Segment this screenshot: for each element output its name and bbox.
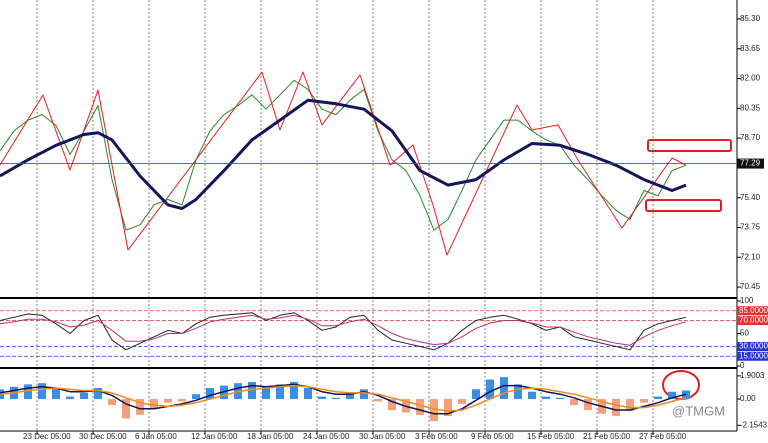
- histogram-bar: [458, 399, 466, 404]
- x-tick-label: 3 Feb 05:00: [415, 432, 458, 441]
- histogram-bar: [388, 399, 396, 411]
- level-label-bg: [737, 351, 768, 361]
- y-tick-label: 0.00: [740, 394, 756, 403]
- y-tick-label: 75.40: [740, 193, 761, 202]
- histogram-bar: [570, 399, 578, 406]
- histogram-bar: [668, 391, 676, 400]
- level-label: 70.0000: [739, 316, 768, 325]
- histogram-bar: [122, 399, 130, 419]
- histogram-bar: [262, 386, 270, 400]
- histogram-bar: [136, 399, 144, 415]
- histogram-bar: [108, 399, 116, 406]
- histogram-bar: [584, 399, 592, 411]
- histogram-bar: [626, 399, 634, 412]
- histogram-bar: [290, 381, 298, 400]
- histogram-bar: [304, 388, 312, 400]
- series-line: [0, 384, 687, 412]
- histogram-bar: [542, 396, 550, 400]
- y-tick-label: 100: [740, 296, 754, 305]
- x-tick-label: 12 Jan 05:00: [191, 432, 238, 441]
- histogram-bar: [612, 399, 620, 417]
- y-tick-label: 83.65: [740, 44, 761, 53]
- histogram-bar: [444, 399, 452, 417]
- level-label-bg: [737, 342, 768, 351]
- x-tick-label: 27 Feb 05:00: [639, 432, 687, 441]
- y-tick-label: 82.00: [740, 74, 761, 83]
- highlight-box: [647, 139, 732, 152]
- histogram-bar: [640, 399, 648, 403]
- histogram-bar: [514, 384, 522, 400]
- histogram-bar: [500, 377, 508, 400]
- histogram-bar: [94, 388, 102, 400]
- histogram-bar: [276, 384, 284, 400]
- histogram-bar: [374, 399, 382, 402]
- histogram-bar: [192, 394, 200, 400]
- histogram-bar: [24, 384, 32, 400]
- histogram-bar: [472, 389, 480, 400]
- y-tick-label: -2.1543: [740, 420, 768, 429]
- series-line: [0, 98, 687, 210]
- histogram-bar: [430, 399, 438, 421]
- y-tick-label: 50: [740, 329, 749, 338]
- histogram-bar: [150, 399, 158, 409]
- histogram-bar: [206, 388, 214, 400]
- histogram-bar: [52, 388, 60, 400]
- level-label: 85.0000: [739, 306, 768, 315]
- x-tick-label: 21 Feb 05:00: [583, 432, 631, 441]
- series-line: [0, 314, 687, 346]
- histogram-bar: [416, 399, 424, 415]
- histogram-bar: [486, 379, 494, 400]
- series-line: [0, 383, 687, 415]
- level-label-bg: [737, 306, 768, 316]
- y-tick-label: 1.9003: [740, 371, 765, 380]
- histogram-bar: [164, 399, 172, 403]
- histogram-bar: [654, 396, 662, 400]
- histogram-bar: [38, 383, 46, 400]
- last-price-bg: [737, 158, 764, 169]
- y-tick-label: 72.10: [740, 252, 761, 261]
- x-tick-label: 18 Jan 05:00: [247, 432, 294, 441]
- histogram-bar: [318, 396, 326, 400]
- y-tick-label: 85.30: [740, 14, 761, 23]
- y-tick-label: 0: [740, 361, 745, 370]
- y-tick-label: 73.75: [740, 223, 761, 232]
- x-tick-label: 30 Jan 05:00: [359, 432, 406, 441]
- series-line: [0, 79, 687, 231]
- x-tick-label: 23 Dec 05:00: [23, 432, 71, 441]
- y-tick-label: 70.45: [740, 282, 761, 291]
- x-tick-label: 30 Dec 05:00: [79, 432, 127, 441]
- last-price-label: 77.29: [740, 159, 761, 168]
- x-tick-label: 24 Jan 05:00: [303, 432, 350, 441]
- histogram-bar: [332, 397, 340, 400]
- histogram-bar: [556, 397, 564, 400]
- level-label-bg: [737, 316, 768, 325]
- level-label: 30.0000: [739, 342, 768, 351]
- x-tick-label: 15 Feb 05:00: [527, 432, 575, 441]
- histogram-bar: [360, 389, 368, 400]
- y-tick-label: 78.70: [740, 133, 761, 142]
- histogram-bar: [80, 392, 88, 400]
- x-tick-label: 9 Feb 05:00: [471, 432, 514, 441]
- watermark: @TMGM: [672, 403, 725, 418]
- histogram-bar: [528, 391, 536, 400]
- highlight-box: [645, 199, 722, 212]
- histogram-bar: [178, 399, 186, 402]
- histogram-bar: [66, 396, 74, 400]
- x-tick-label: 6 Jan 05:00: [135, 432, 177, 441]
- histogram-bar: [248, 381, 256, 400]
- series-line: [0, 312, 687, 351]
- histogram-bar: [346, 392, 354, 400]
- y-tick-label: 80.35: [740, 103, 761, 112]
- level-label: 15.0000: [739, 351, 768, 360]
